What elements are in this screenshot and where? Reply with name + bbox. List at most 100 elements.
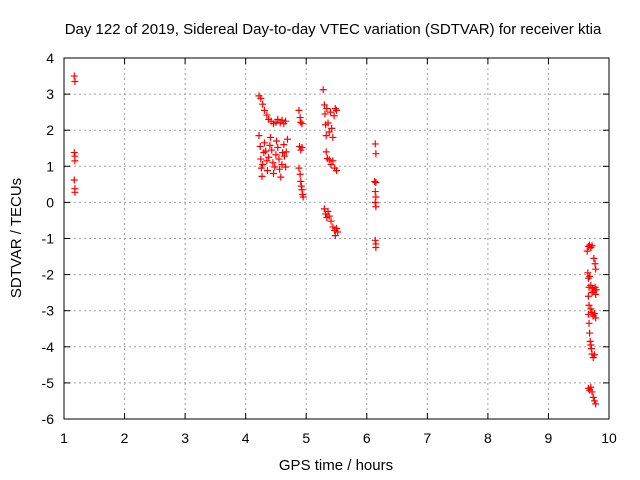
data-point: [372, 203, 380, 211]
data-point: [298, 186, 306, 194]
data-point: [587, 305, 595, 313]
data-point: [263, 167, 271, 175]
data-point: [325, 212, 333, 220]
y-tick-label: -2: [42, 267, 55, 283]
data-point: [334, 228, 342, 236]
y-tick-label: -1: [42, 231, 55, 247]
data-point: [325, 156, 333, 164]
data-point: [70, 176, 78, 184]
data-point: [371, 188, 379, 196]
data-point: [333, 167, 340, 175]
data-point: [584, 310, 592, 318]
data-point: [584, 269, 592, 277]
data-point: [333, 106, 340, 114]
data-point: [371, 177, 379, 185]
data-point: [592, 290, 600, 298]
data-point: [278, 116, 286, 124]
data-point: [276, 165, 284, 173]
data-point: [330, 112, 338, 120]
data-point: [298, 120, 306, 128]
data-point: [326, 108, 334, 116]
data-point: [322, 132, 330, 140]
data-point: [592, 286, 600, 294]
data-point: [586, 337, 594, 345]
data-point: [329, 157, 337, 165]
data-point: [585, 301, 593, 309]
data-point: [371, 236, 379, 244]
data-points: [70, 72, 600, 408]
y-tick-label: 2: [46, 122, 54, 138]
data-point: [274, 115, 282, 123]
data-point: [259, 100, 267, 108]
data-point: [279, 149, 287, 157]
y-axis-title: SDTVAR / TECUs: [8, 178, 25, 298]
data-point: [282, 148, 290, 156]
data-point: [270, 170, 278, 178]
data-point: [71, 77, 79, 85]
data-point: [280, 141, 288, 149]
data-point: [372, 244, 380, 252]
y-tick-label: -5: [42, 375, 55, 391]
data-point: [323, 105, 331, 113]
data-point: [327, 217, 335, 225]
data-point: [263, 157, 271, 165]
data-point: [584, 274, 592, 282]
x-tick-label: 5: [302, 430, 310, 446]
data-point: [266, 141, 274, 149]
axis-ticks: 1 2 3 4 5 6 7 8 9 10 -6 -5 -4 -3 -2 -1 0 1 2 3 4: [42, 50, 617, 446]
x-axis-title: GPS time / hours: [279, 457, 393, 474]
data-point: [259, 160, 267, 168]
data-point: [329, 223, 337, 231]
data-point: [584, 292, 592, 300]
x-tick-label: 4: [242, 430, 250, 446]
data-point: [262, 147, 270, 155]
data-point: [371, 198, 379, 206]
chart-title: Day 122 of 2019, Sidereal Day-to-day VTE…: [65, 21, 602, 38]
data-point: [260, 149, 268, 157]
data-point: [329, 133, 337, 141]
data-point: [325, 128, 333, 136]
data-point: [585, 319, 593, 327]
data-point: [320, 101, 328, 109]
data-point: [589, 393, 597, 401]
y-tick-label: -6: [42, 411, 55, 427]
data-point: [592, 314, 600, 322]
data-point: [591, 260, 599, 268]
data-point: [587, 341, 595, 349]
data-point: [372, 150, 380, 158]
data-point: [297, 177, 305, 185]
data-point: [266, 133, 274, 141]
data-point: [71, 188, 79, 196]
data-point: [587, 383, 595, 391]
data-point: [269, 159, 277, 167]
y-tick-label: 0: [46, 194, 54, 210]
data-point: [257, 94, 265, 102]
data-point: [333, 224, 340, 232]
data-point: [260, 106, 268, 114]
data-point: [283, 135, 291, 143]
data-point: [590, 254, 598, 262]
data-point: [71, 157, 79, 165]
data-point: [583, 247, 591, 255]
data-point: [268, 146, 276, 154]
grid: [64, 58, 609, 419]
data-point: [322, 148, 330, 156]
data-point: [298, 144, 306, 152]
data-point: [324, 119, 332, 127]
data-point: [70, 72, 78, 80]
data-point: [277, 173, 285, 181]
x-tick-label: 2: [121, 430, 129, 446]
data-point: [260, 139, 268, 147]
data-point: [258, 172, 266, 180]
data-point: [328, 124, 336, 132]
data-point: [372, 179, 380, 187]
data-point: [70, 149, 78, 157]
data-point: [331, 232, 339, 240]
data-point: [592, 265, 600, 273]
data-point: [590, 351, 598, 359]
data-point: [327, 160, 335, 168]
data-point: [265, 153, 273, 161]
data-point: [588, 388, 596, 396]
x-tick-label: 6: [363, 430, 371, 446]
